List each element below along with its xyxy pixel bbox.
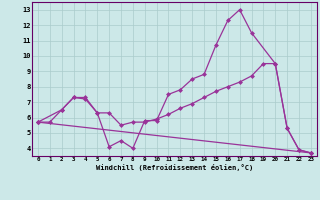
X-axis label: Windchill (Refroidissement éolien,°C): Windchill (Refroidissement éolien,°C) xyxy=(96,164,253,171)
